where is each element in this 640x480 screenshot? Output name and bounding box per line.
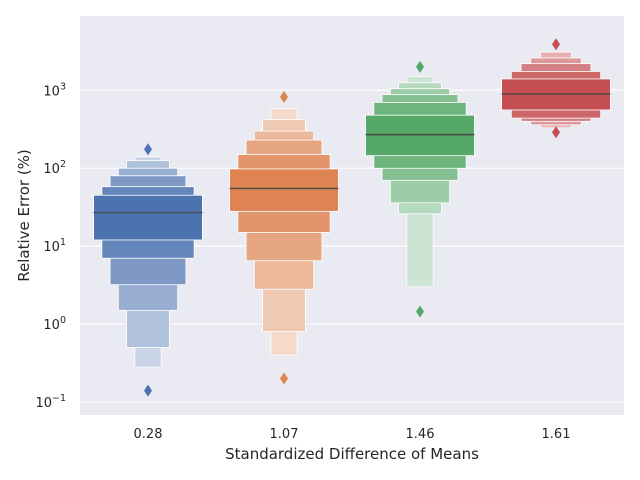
boxen-group-1.61 (501, 38, 611, 139)
boxen-group-1.46 (365, 60, 475, 318)
x-tick-label: 1.46 (406, 427, 435, 442)
y-tick-label: 102 (43, 159, 66, 177)
y-tick-label: 100 (43, 315, 66, 333)
y-tick-exponent: −1 (52, 393, 66, 404)
outlier-marker (416, 305, 424, 318)
x-tick-labels: 0.28 1.07 1.46 1.61 (134, 427, 571, 442)
y-tick-base: 10 (43, 84, 60, 99)
y-tick-exponent: 3 (60, 81, 66, 92)
x-tick-label: 0.28 (134, 427, 163, 442)
chart-marks (93, 38, 611, 397)
y-tick-base: 10 (43, 240, 60, 255)
outlier-marker (144, 384, 152, 397)
y-tick-label: 10−1 (35, 393, 66, 411)
x-axis-title: Standardized Difference of Means (225, 445, 479, 463)
y-axis-title: Relative Error (%) (15, 149, 33, 282)
outlier-marker (144, 143, 152, 156)
boxen-box (93, 194, 203, 241)
boxen-box (229, 168, 339, 212)
boxen-group-1.07 (229, 91, 339, 385)
outlier-marker (280, 91, 288, 104)
y-tick-base: 10 (43, 162, 60, 177)
y-tick-base: 10 (35, 396, 52, 411)
outlier-marker (416, 60, 424, 73)
y-tick-exponent: 2 (60, 159, 66, 170)
y-tick-exponent: 0 (60, 315, 66, 326)
outlier-marker (552, 38, 560, 51)
x-tick-label: 1.07 (270, 427, 299, 442)
outlier-marker (280, 372, 288, 385)
outlier-marker (552, 126, 560, 139)
y-tick-label: 101 (43, 237, 66, 255)
y-tick-exponent: 1 (60, 237, 66, 248)
x-tick-label: 1.61 (542, 427, 571, 442)
boxen-box (365, 114, 475, 157)
y-tick-label: 103 (43, 81, 66, 99)
y-tick-base: 10 (43, 318, 60, 333)
boxen-group-0.28 (93, 143, 203, 397)
